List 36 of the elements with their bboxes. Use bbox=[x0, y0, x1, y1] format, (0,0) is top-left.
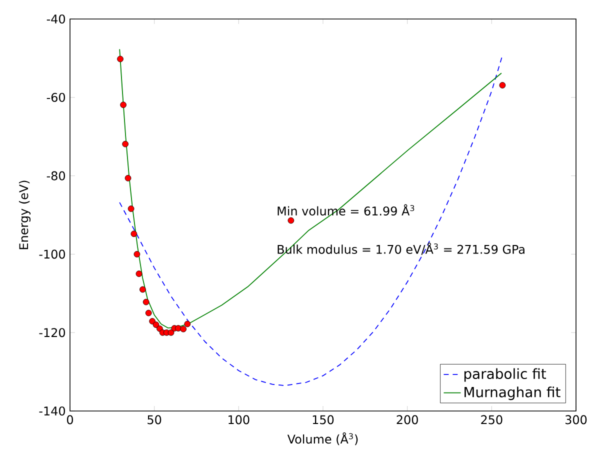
point bbox=[136, 270, 142, 277]
point bbox=[120, 102, 126, 108]
y-tick-label: -100 bbox=[39, 250, 66, 259]
x-tick-label: 0 bbox=[66, 415, 74, 424]
y-tick-label: -80 bbox=[46, 171, 66, 180]
y-tick-label: -40 bbox=[46, 14, 66, 24]
point bbox=[499, 82, 506, 88]
y-tick-label: -120 bbox=[39, 328, 66, 338]
x-tick-label: 150 bbox=[312, 415, 334, 424]
x-tick-label: 200 bbox=[396, 415, 418, 424]
point bbox=[124, 174, 132, 182]
point bbox=[152, 322, 160, 328]
y-tick-label: -60 bbox=[46, 92, 66, 102]
point bbox=[145, 310, 152, 316]
legend-label: parabolic fit bbox=[464, 368, 546, 382]
point bbox=[134, 251, 140, 258]
point bbox=[140, 286, 146, 293]
point bbox=[288, 217, 294, 224]
point bbox=[130, 230, 138, 238]
x-tick-label: 300 bbox=[566, 415, 587, 424]
point bbox=[180, 326, 187, 332]
point bbox=[122, 140, 129, 148]
legend-label: Murnaghan fit bbox=[464, 386, 560, 400]
point bbox=[142, 298, 150, 306]
x-tick-label: 250 bbox=[481, 415, 502, 424]
x-axis-title: Volume (Å$^{3}$) bbox=[287, 432, 358, 446]
x-tick-label: 100 bbox=[228, 415, 250, 424]
x-tick-label: 50 bbox=[148, 415, 162, 424]
point bbox=[156, 325, 163, 332]
point bbox=[128, 206, 134, 212]
y-tick-label: -140 bbox=[39, 406, 66, 416]
y-axis-title: Energy (eV) bbox=[18, 180, 31, 250]
point bbox=[184, 320, 191, 328]
point bbox=[149, 318, 156, 324]
point bbox=[168, 329, 174, 336]
point bbox=[117, 56, 124, 62]
